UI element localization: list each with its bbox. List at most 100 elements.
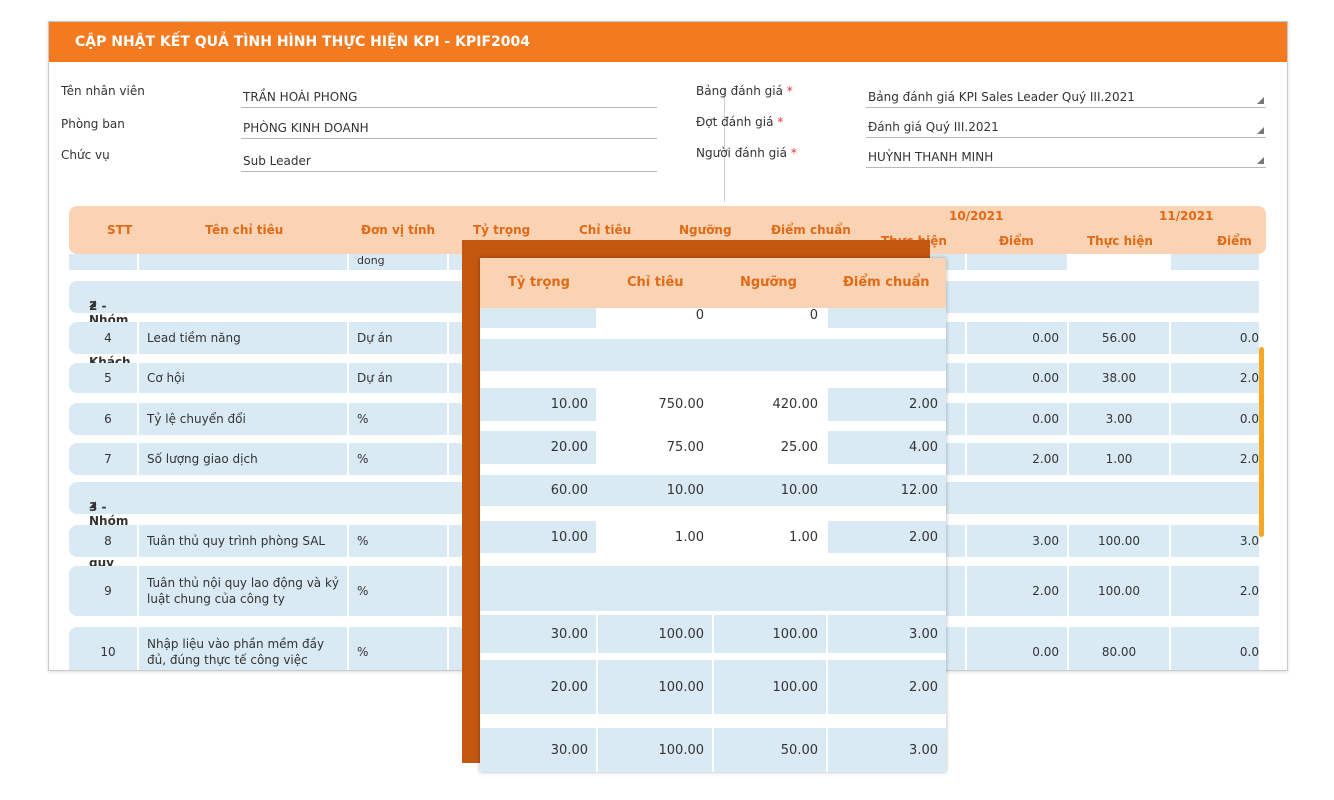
row-actual-11[interactable]: 38.00 — [1069, 363, 1169, 393]
row-stt: 5 — [69, 363, 137, 393]
zoom-cell: 100.00 — [598, 615, 712, 653]
row-score-10[interactable]: 2.00 — [967, 443, 1067, 475]
dropdown-arrow-icon — [1257, 127, 1264, 134]
zoom-cell: 30.00 — [480, 728, 596, 772]
row-unit: Dự án — [349, 322, 447, 354]
zoom-row: 10.00 1.00 1.00 2.00 — [480, 521, 946, 553]
row-unit: dong — [349, 254, 447, 270]
row-actual-11[interactable]: 100.00 — [1069, 566, 1169, 616]
zoom-cell: 2.00 — [828, 388, 946, 421]
page-title: CẬP NHẬT KẾT QUẢ TÌNH HÌNH THỰC HIỆN KPI… — [75, 34, 530, 50]
col-month-1: 10/2021 — [949, 209, 1004, 223]
row-unit: % — [349, 566, 447, 616]
department-field[interactable]: PHÒNG KINH DOANH — [241, 118, 657, 139]
col-threshold: Ngưỡng — [679, 223, 732, 237]
period-select[interactable]: Đánh giá Quý III.2021 — [866, 117, 1266, 138]
zoom-cell: 50.00 — [714, 728, 826, 772]
row-name: Tỷ lệ chuyển đổi — [139, 403, 347, 435]
row-score-10[interactable]: 0.00 — [967, 322, 1067, 354]
row-score-11[interactable]: 0.0 — [1171, 322, 1259, 354]
row-name: Tuân thủ quy trình phòng SAL — [139, 525, 347, 557]
zoom-cell: 10.00 — [480, 388, 596, 421]
zoom-cell: 12.00 — [828, 475, 946, 506]
zoom-col-weight: Tỷ trọng — [508, 275, 570, 290]
row-unit: % — [349, 525, 447, 557]
col-month-2: 11/2021 — [1159, 209, 1214, 223]
zoom-cell: 20.00 — [480, 660, 596, 714]
evaluator-label: Người đánh giá * — [696, 146, 797, 160]
zoom-cell: 1.00 — [598, 521, 712, 553]
scorecard-label: Bảng đánh giá * — [696, 84, 793, 98]
row-stt: 6 — [69, 403, 137, 435]
zoom-cell: 1.00 — [714, 521, 826, 553]
row-score-10[interactable]: 0.00 — [967, 363, 1067, 393]
zoom-group-band — [480, 566, 946, 611]
scorecard-select[interactable]: Bảng đánh giá KPI Sales Leader Quý III.2… — [866, 87, 1266, 108]
col-target: Chỉ tiêu — [579, 223, 632, 237]
col-score-1: Điểm — [999, 234, 1034, 248]
row-actual-11[interactable]: 3.00 — [1069, 403, 1169, 435]
row-actual-11[interactable]: 1.00 — [1069, 443, 1169, 475]
zoom-row: 20.00 75.00 25.00 4.00 — [480, 431, 946, 464]
zoom-cell: 2.00 — [828, 521, 946, 553]
zoom-cell: 60.00 — [480, 475, 596, 506]
row-score-10[interactable]: 0.00 — [967, 403, 1067, 435]
zoom-row-partial: 0 0 — [480, 308, 946, 328]
zoom-cell: 30.00 — [480, 615, 596, 653]
row-name: Lead tiềm năng — [139, 322, 347, 354]
row-unit: % — [349, 627, 447, 670]
zoom-cell: 4.00 — [828, 431, 946, 464]
row-score-10[interactable]: 3.00 — [967, 525, 1067, 557]
row-score-11[interactable]: 2.0 — [1171, 363, 1259, 393]
row-actual-11[interactable]: 100.00 — [1069, 525, 1169, 557]
zoom-row: 60.00 10.00 10.00 12.00 — [480, 475, 946, 506]
zoom-cell: 420.00 — [714, 388, 826, 421]
col-unit: Đơn vị tính — [361, 223, 436, 237]
row-score-11[interactable]: 3.0 — [1171, 525, 1259, 557]
row-name: Cơ hội — [139, 363, 347, 393]
kpi-update-window: CẬP NHẬT KẾT QUẢ TÌNH HÌNH THỰC HIỆN KPI… — [48, 21, 1288, 671]
row-actual-11[interactable]: 80.00 — [1069, 627, 1169, 670]
zoom-cell: 2.00 — [828, 660, 946, 714]
form-divider — [724, 87, 725, 202]
zoom-group-band — [480, 339, 946, 371]
row-score-11[interactable]: 2.0 — [1171, 443, 1259, 475]
row-stt: 4 — [69, 322, 137, 354]
row-actual-11[interactable]: 56.00 — [1069, 322, 1169, 354]
evaluator-select[interactable]: HUỲNH THANH MINH — [866, 147, 1266, 168]
col-name: Tên chỉ tiêu — [205, 223, 284, 237]
zoom-header: Tỷ trọng Chỉ tiêu Ngưỡng Điểm chuẩn — [480, 258, 946, 308]
zoom-cell: 100.00 — [714, 615, 826, 653]
row-score-10[interactable]: 0.00 — [967, 627, 1067, 670]
row-stt: 10 — [69, 627, 137, 670]
col-score-2: Điểm — [1217, 234, 1252, 248]
collapse-triangle-icon[interactable]: ◢ — [89, 500, 96, 510]
employee-field[interactable]: TRẦN HOÀI PHONG — [241, 87, 657, 108]
zoom-cell: 100.00 — [598, 660, 712, 714]
zoom-row: 20.00 100.00 100.00 2.00 — [480, 660, 946, 714]
zoom-col-threshold: Ngưỡng — [740, 275, 797, 290]
row-score-11[interactable]: 0.0 — [1171, 627, 1259, 670]
zoom-row: 30.00 100.00 50.00 3.00 — [480, 728, 946, 772]
row-score-11[interactable]: 0.0 — [1171, 403, 1259, 435]
zoom-col-benchmark: Điểm chuẩn — [843, 275, 930, 290]
department-label: Phòng ban — [61, 117, 125, 131]
row-score-10[interactable]: 2.00 — [967, 566, 1067, 616]
row-unit: Dự án — [349, 363, 447, 393]
zoom-cell: 25.00 — [714, 431, 826, 464]
row-unit: % — [349, 403, 447, 435]
zoom-row: 30.00 100.00 100.00 3.00 — [480, 615, 946, 653]
title-bar: CẬP NHẬT KẾT QUẢ TÌNH HÌNH THỰC HIỆN KPI… — [49, 22, 1287, 62]
zoom-cell: 10.00 — [714, 475, 826, 506]
collapse-triangle-icon[interactable]: ◢ — [89, 299, 96, 309]
employee-label: Tên nhân viên — [61, 84, 145, 98]
zoom-col-target: Chỉ tiêu — [627, 275, 684, 290]
dropdown-arrow-icon — [1257, 157, 1264, 164]
period-label: Đợt đánh giá * — [696, 115, 784, 129]
position-field[interactable]: Sub Leader — [241, 151, 657, 172]
row-score-11[interactable]: 2.0 — [1171, 566, 1259, 616]
dropdown-arrow-icon — [1257, 97, 1264, 104]
zoom-cell: 10.00 — [480, 521, 596, 553]
vertical-scrollbar[interactable] — [1259, 347, 1264, 537]
row-unit: % — [349, 443, 447, 475]
